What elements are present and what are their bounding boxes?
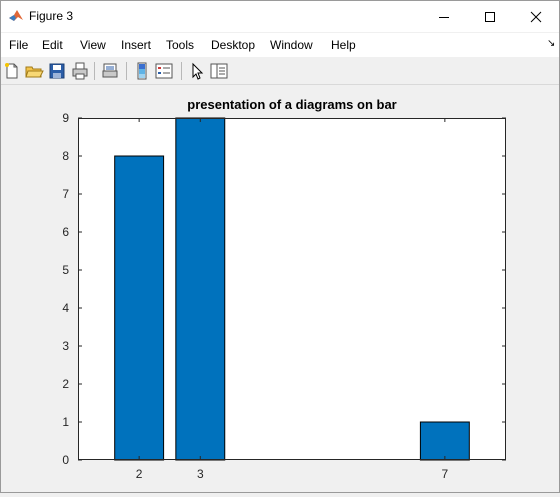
pointer-icon[interactable]	[187, 61, 207, 81]
toolbar-separator	[126, 62, 127, 80]
dock-arrow-icon[interactable]: ↘	[547, 38, 556, 49]
figure-canvas[interactable]: 0 1 2 3 4 5 6 7 8 9 2 3 7 presentation of a diagram…	[1, 85, 559, 492]
menu-desktop[interactable]: Desktop	[211, 38, 256, 52]
x-axis: 2 3 7	[136, 118, 449, 481]
y-tick-label: 0	[62, 453, 69, 467]
menu-file[interactable]: File	[9, 38, 29, 52]
x-tick-label: 3	[197, 467, 204, 481]
maximize-button[interactable]	[467, 1, 513, 32]
window-title: Figure 3	[29, 9, 74, 23]
menu-insert[interactable]: Insert	[121, 38, 152, 52]
maximize-icon	[485, 11, 495, 22]
close-button[interactable]	[513, 1, 559, 32]
title-bar[interactable]: Figure 3	[1, 1, 559, 32]
print-preview-icon[interactable]	[100, 61, 120, 81]
y-tick-label: 5	[62, 263, 69, 277]
bar-2[interactable]	[114, 155, 165, 461]
menu-edit[interactable]: Edit	[42, 38, 63, 52]
bars-group	[114, 117, 470, 461]
colorbar-icon[interactable]	[132, 61, 152, 81]
axes-frame	[78, 118, 506, 460]
y-tick-label: 2	[62, 377, 69, 391]
menu-tools[interactable]: Tools	[166, 38, 195, 52]
bar-7[interactable]	[419, 421, 470, 461]
y-tick-label: 9	[62, 111, 69, 125]
print-icon[interactable]	[70, 61, 90, 81]
bar-3[interactable]	[175, 117, 226, 461]
x-tick-label: 7	[442, 467, 449, 481]
toolbar-separator	[181, 62, 182, 80]
new-figure-icon[interactable]	[2, 61, 22, 81]
y-tick-label: 7	[62, 187, 69, 201]
figure-toolbar	[1, 58, 559, 85]
menu-help[interactable]: Help	[331, 38, 356, 52]
open-file-icon[interactable]	[24, 61, 44, 81]
property-editor-icon[interactable]	[209, 61, 229, 81]
minimize-icon	[439, 16, 449, 18]
toolbar-separator	[94, 62, 95, 80]
y-tick-label: 4	[62, 301, 69, 315]
save-icon[interactable]	[47, 61, 67, 81]
menu-bar: File Edit View Insert Tools Desktop Wind…	[1, 33, 559, 57]
y-axis: 0 1 2 3 4 5 6 7 8 9	[62, 111, 506, 467]
minimize-button[interactable]	[421, 1, 467, 32]
bar-chart[interactable]: 0 1 2 3 4 5 6 7 8 9 2 3 7 presentation of a diagram…	[1, 85, 559, 492]
menu-window[interactable]: Window	[270, 38, 313, 52]
legend-icon[interactable]	[154, 61, 174, 81]
x-tick-label: 2	[136, 467, 143, 481]
y-tick-label: 6	[62, 225, 69, 239]
close-icon	[530, 11, 542, 22]
y-tick-label: 1	[62, 415, 69, 429]
y-tick-label: 8	[62, 149, 69, 163]
menu-view[interactable]: View	[80, 38, 106, 52]
matlab-logo-icon	[9, 10, 23, 21]
y-tick-label: 3	[62, 339, 69, 353]
chart-title: presentation of a diagrams on bar	[187, 97, 397, 112]
